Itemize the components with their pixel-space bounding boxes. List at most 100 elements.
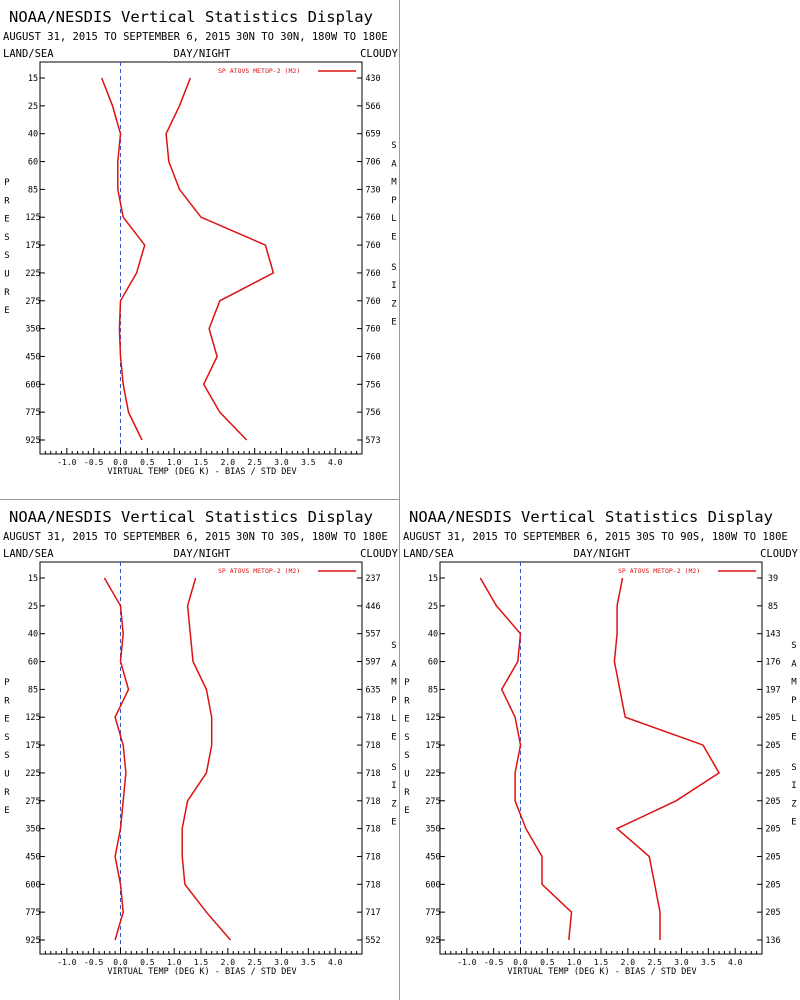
- x-axis-label: VIRTUAL TEMP (DEG K) - BIAS / STD DEV: [507, 967, 696, 977]
- sample-size-label: 706: [365, 158, 380, 168]
- series-line-std-dev: [165, 77, 275, 441]
- sample-size-label: 597: [365, 658, 380, 668]
- pressure-level-label: 600: [25, 380, 40, 390]
- sample-size-label: 205: [765, 880, 780, 890]
- pressure-level-label: 60: [28, 158, 38, 168]
- pressure-level-label: 175: [25, 241, 40, 251]
- sample-size-label: 718: [365, 741, 380, 751]
- sample-size-label: 760: [365, 241, 380, 251]
- x-tick-label: -0.5: [484, 958, 503, 967]
- x-tick-label: 1.5: [194, 958, 209, 967]
- y2-axis-label-letter: Z: [391, 799, 397, 809]
- sample-size-label: 237: [365, 574, 380, 584]
- x-tick-label: 4.0: [728, 958, 743, 967]
- y-axis-label-letter: S: [4, 751, 9, 761]
- pressure-level-label: 125: [425, 713, 440, 723]
- pressure-level-label: 125: [25, 213, 40, 223]
- x-tick-label: 0.5: [140, 958, 155, 967]
- pressure-level-label: 225: [25, 769, 40, 779]
- plot-frame: [39, 561, 363, 955]
- sample-size-label: 760: [365, 269, 380, 279]
- y-axis-label-letter: U: [4, 770, 9, 780]
- y-axis-label-letter: R: [4, 788, 10, 798]
- y-axis-label-letter: S: [404, 733, 409, 743]
- legend-label: SP ATOVS METOP-2 (M2): [618, 567, 700, 575]
- header-center: DAY/NIGHT: [174, 548, 232, 560]
- pressure-level-label: 450: [25, 852, 40, 862]
- x-tick-label: 1.0: [567, 958, 582, 967]
- pressure-level-label: 85: [428, 685, 438, 695]
- y-axis-label-letter: R: [404, 788, 410, 798]
- pressure-level-label: 350: [425, 825, 440, 835]
- sample-size-label: 205: [765, 713, 780, 723]
- y2-axis-label-letter: M: [391, 178, 397, 188]
- chart-region: 30N TO 30N, 180W TO 180E: [236, 31, 388, 43]
- sample-size-label: 205: [765, 908, 780, 918]
- x-axis-label: VIRTUAL TEMP (DEG K) - BIAS / STD DEV: [107, 967, 296, 977]
- sample-size-label: 176: [765, 658, 780, 668]
- y2-axis-label-letter: E: [791, 818, 796, 828]
- sample-size-label: 756: [365, 380, 380, 390]
- pressure-level-label: 775: [25, 408, 40, 418]
- legend-label: SP ATOVS METOP-2 (M2): [218, 67, 300, 75]
- pressure-level-label: 925: [25, 936, 40, 946]
- sample-size-label: 717: [365, 908, 380, 918]
- y-axis-label-letter: R: [4, 288, 10, 298]
- x-tick-label: -1.0: [57, 458, 76, 467]
- x-tick-label: 2.5: [247, 958, 262, 967]
- y-axis-label-letter: E: [4, 806, 9, 816]
- sample-size-label: 760: [365, 297, 380, 307]
- pressure-level-label: 125: [25, 713, 40, 723]
- sample-size-label: 39: [768, 574, 778, 584]
- y2-axis-label-letter: L: [391, 714, 396, 724]
- sample-size-label: 205: [765, 797, 780, 807]
- sample-size-label: 430: [365, 74, 380, 84]
- sample-size-label: 205: [765, 769, 780, 779]
- y2-axis-label-letter: P: [791, 696, 797, 706]
- sample-size-label: 85: [768, 602, 778, 612]
- y2-axis-label-letter: Z: [791, 799, 797, 809]
- y-axis-label-letter: E: [404, 806, 409, 816]
- pressure-level-label: 225: [25, 269, 40, 279]
- series-line-std-dev: [613, 577, 721, 940]
- pressure-level-label: 15: [428, 574, 438, 584]
- chart-region: 30N TO 30S, 180W TO 180E: [236, 531, 388, 543]
- x-tick-label: 3.5: [301, 958, 316, 967]
- pressure-level-label: 275: [425, 797, 440, 807]
- x-tick-label: 2.0: [221, 958, 236, 967]
- y2-axis-label-letter: L: [391, 214, 396, 224]
- vertical-divider: [399, 0, 400, 1000]
- chart-panel-bottom-left: NOAA/NESDIS Vertical Statistics Display A…: [0, 500, 400, 1000]
- y-axis-label-letter: S: [404, 751, 409, 761]
- y2-axis-label-letter: Z: [391, 299, 397, 309]
- y2-axis-label-letter: M: [391, 678, 397, 688]
- x-tick-label: 1.0: [167, 458, 182, 467]
- pressure-level-label: 350: [25, 325, 40, 335]
- series-line-bias: [103, 577, 130, 941]
- pressure-level-label: 60: [428, 658, 438, 668]
- y-axis-label-letter: E: [4, 715, 9, 725]
- y-axis-label-letter: U: [404, 770, 409, 780]
- x-tick-label: -0.5: [84, 458, 103, 467]
- chart-subtitle: AUGUST 31, 2015 TO SEPTEMBER 6, 2015: [3, 531, 231, 543]
- y2-axis-label-letter: P: [391, 696, 397, 706]
- x-tick-label: 3.5: [301, 458, 316, 467]
- y2-axis-label-letter: A: [391, 659, 397, 669]
- pressure-level-label: 450: [425, 852, 440, 862]
- x-tick-label: -1.0: [457, 958, 476, 967]
- x-tick-label: 3.0: [274, 958, 289, 967]
- sample-size-label: 205: [765, 852, 780, 862]
- y2-axis-label-letter: I: [391, 281, 396, 291]
- pressure-level-label: 85: [28, 185, 38, 195]
- y-axis-label-letter: P: [4, 178, 10, 188]
- pressure-level-label: 40: [28, 630, 38, 640]
- y-axis-label-letter: R: [404, 696, 410, 706]
- sample-size-label: 573: [365, 436, 380, 446]
- series-line-bias: [101, 77, 146, 441]
- y-axis-label-letter: P: [404, 678, 410, 688]
- header-left: LAND/SEA: [403, 548, 454, 560]
- x-tick-label: -1.0: [57, 958, 76, 967]
- y-axis-label-letter: S: [4, 251, 9, 261]
- chart-panel-top-left: NOAA/NESDIS Vertical Statistics Display A…: [0, 0, 400, 500]
- empty-panel-top-right: [400, 0, 800, 500]
